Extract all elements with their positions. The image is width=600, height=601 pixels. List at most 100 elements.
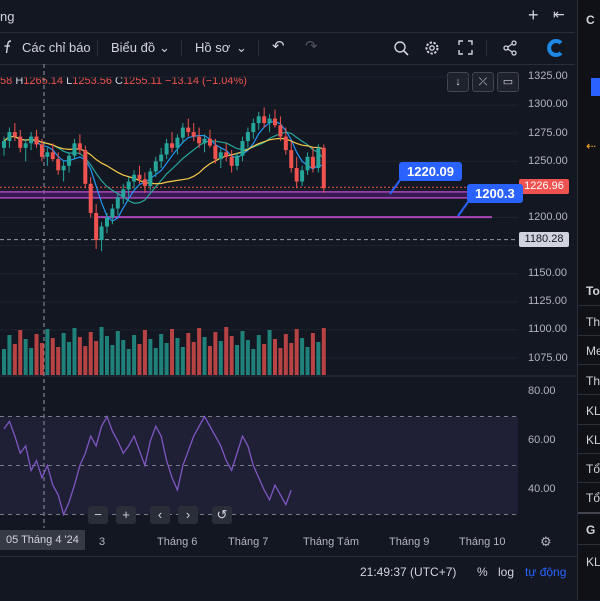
chart-title: ng (0, 9, 15, 24)
x-tick: Tháng 9 (389, 536, 430, 548)
volume-bar (121, 340, 126, 375)
zoom-icon[interactable] (393, 40, 409, 59)
price-callout-lower[interactable]: 1200.3 (467, 184, 523, 203)
fx-icon[interactable] (2, 40, 16, 57)
price-callout-upper[interactable]: 1220.09 (399, 162, 462, 181)
candle-body (321, 147, 326, 189)
volume-bar (67, 342, 72, 375)
volume-bar (180, 347, 185, 375)
top-bar: ng + ⇤ (0, 0, 575, 33)
candle-body (197, 136, 202, 144)
volume-bar (72, 328, 77, 375)
divider (578, 482, 600, 483)
redo-icon[interactable]: ↷ (305, 38, 318, 55)
rsi-line (3, 414, 292, 517)
candle-body (132, 174, 137, 182)
volume-bar (2, 349, 6, 375)
scroll-right-button[interactable]: › (178, 506, 198, 524)
candle-body (229, 156, 234, 166)
log-scale-button[interactable]: log (498, 565, 515, 579)
indicators-button[interactable]: Các chỉ báo (22, 40, 91, 55)
chevron-down-icon[interactable]: ⌄ (159, 40, 170, 55)
volume-bar (305, 347, 310, 375)
right-side-panel: C ⇠ To Th Me Th KL KL Tổ Tổ G KL (577, 0, 600, 600)
chart-type-button[interactable]: Biểu đồ (111, 40, 156, 55)
reset-chart-button[interactable]: ↺ (212, 506, 232, 524)
candle-body (170, 143, 175, 148)
collapse-panel-button[interactable]: ⇤ (553, 6, 565, 22)
volume-bar (229, 336, 234, 375)
candle-body (99, 226, 104, 240)
panel-row-label: Tổ (586, 491, 600, 505)
candle-body (56, 159, 61, 171)
candle-body (39, 144, 44, 157)
price-tick: 1250.00 (528, 155, 568, 167)
panel-button[interactable] (591, 78, 600, 96)
divider (578, 364, 600, 365)
candle-body (148, 171, 153, 187)
candle-body (2, 141, 6, 148)
x-tick: Tháng 7 (228, 536, 269, 548)
candle-body (180, 127, 185, 138)
candle-body (191, 132, 196, 137)
candle-body (61, 165, 66, 171)
volume-bar (283, 334, 288, 375)
price-tick: 1200.00 (528, 211, 568, 223)
volume-bar (278, 348, 283, 375)
candle-body (267, 118, 272, 124)
cursor-date-tag: 05 Tháng 4 '24 (0, 530, 85, 550)
price-tick: 1075.00 (528, 352, 568, 364)
percent-scale-button[interactable]: % (477, 565, 488, 579)
volume-bar (197, 328, 202, 375)
fullscreen-icon[interactable] (458, 40, 473, 58)
volume-bar (77, 337, 82, 375)
divider (578, 394, 600, 395)
panel-header: C (586, 13, 595, 27)
candle-body (12, 132, 17, 137)
divider (578, 453, 600, 454)
rsi-tick: 60.00 (528, 434, 556, 446)
x-tick: 3 (99, 536, 106, 548)
volume-bar (300, 338, 305, 375)
volume-bar (294, 329, 299, 375)
panel-row-label: KL (586, 433, 600, 447)
rsi-tick: 40.00 (528, 483, 556, 495)
zoom-out-button[interactable]: − (88, 506, 108, 524)
gear-icon[interactable]: ⚙ (540, 534, 552, 549)
volume-bar (12, 344, 17, 375)
undo-icon[interactable]: ↶ (272, 38, 285, 55)
volume-bar (142, 330, 147, 375)
scroll-left-button[interactable]: ‹ (150, 506, 170, 524)
volume-bar (235, 345, 240, 375)
panel-row-label: KL (586, 404, 600, 418)
chart-area[interactable] (0, 0, 577, 556)
volume-bar (137, 344, 142, 375)
divider (578, 305, 600, 306)
price-tick: 1125.00 (528, 295, 567, 307)
x-tick: Tháng Tám (303, 536, 360, 548)
candle-body (7, 132, 12, 142)
candle-body (153, 161, 158, 172)
candle-body (283, 136, 288, 151)
gear-icon[interactable] (424, 40, 440, 59)
chevron-down-icon[interactable]: ⌄ (236, 40, 247, 55)
x-tick: Tháng 6 (157, 536, 198, 548)
chart-toolbar: Các chỉ báo Biểu đồ ⌄ Hồ sơ ⌄ ↶ ↷ (0, 32, 575, 65)
add-tab-button[interactable]: + (528, 5, 539, 25)
volume-bar (7, 335, 12, 375)
clock: 21:49:37 (UTC+7) (360, 565, 457, 579)
candle-body (273, 118, 277, 126)
profile-button[interactable]: Hồ sơ (195, 40, 231, 55)
volume-bar (251, 349, 256, 375)
panel-indicator: ⇠ (586, 139, 597, 153)
candle-body (94, 213, 99, 240)
auto-scale-button[interactable]: tự động (525, 565, 567, 579)
zoom-in-button[interactable]: + (116, 506, 136, 524)
divider (181, 40, 182, 56)
volume-bar (273, 339, 277, 375)
share-icon[interactable] (502, 40, 518, 59)
divider (578, 424, 600, 425)
volume-bar (240, 331, 245, 375)
volume-bar (88, 332, 93, 375)
volume-bar (83, 346, 88, 375)
